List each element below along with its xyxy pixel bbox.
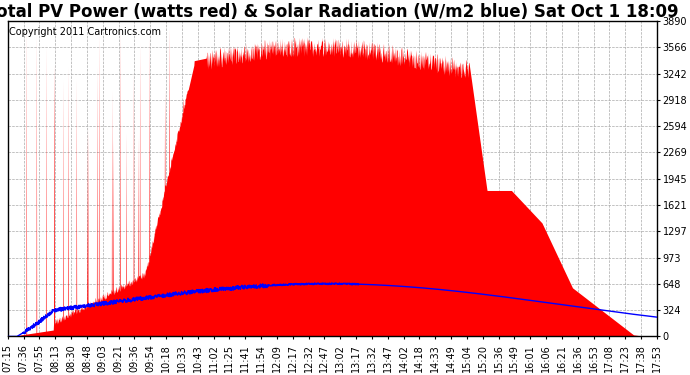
Title: Total PV Power (watts red) & Solar Radiation (W/m2 blue) Sat Oct 1 18:09: Total PV Power (watts red) & Solar Radia… — [0, 3, 678, 21]
Text: Copyright 2011 Cartronics.com: Copyright 2011 Cartronics.com — [9, 27, 161, 37]
